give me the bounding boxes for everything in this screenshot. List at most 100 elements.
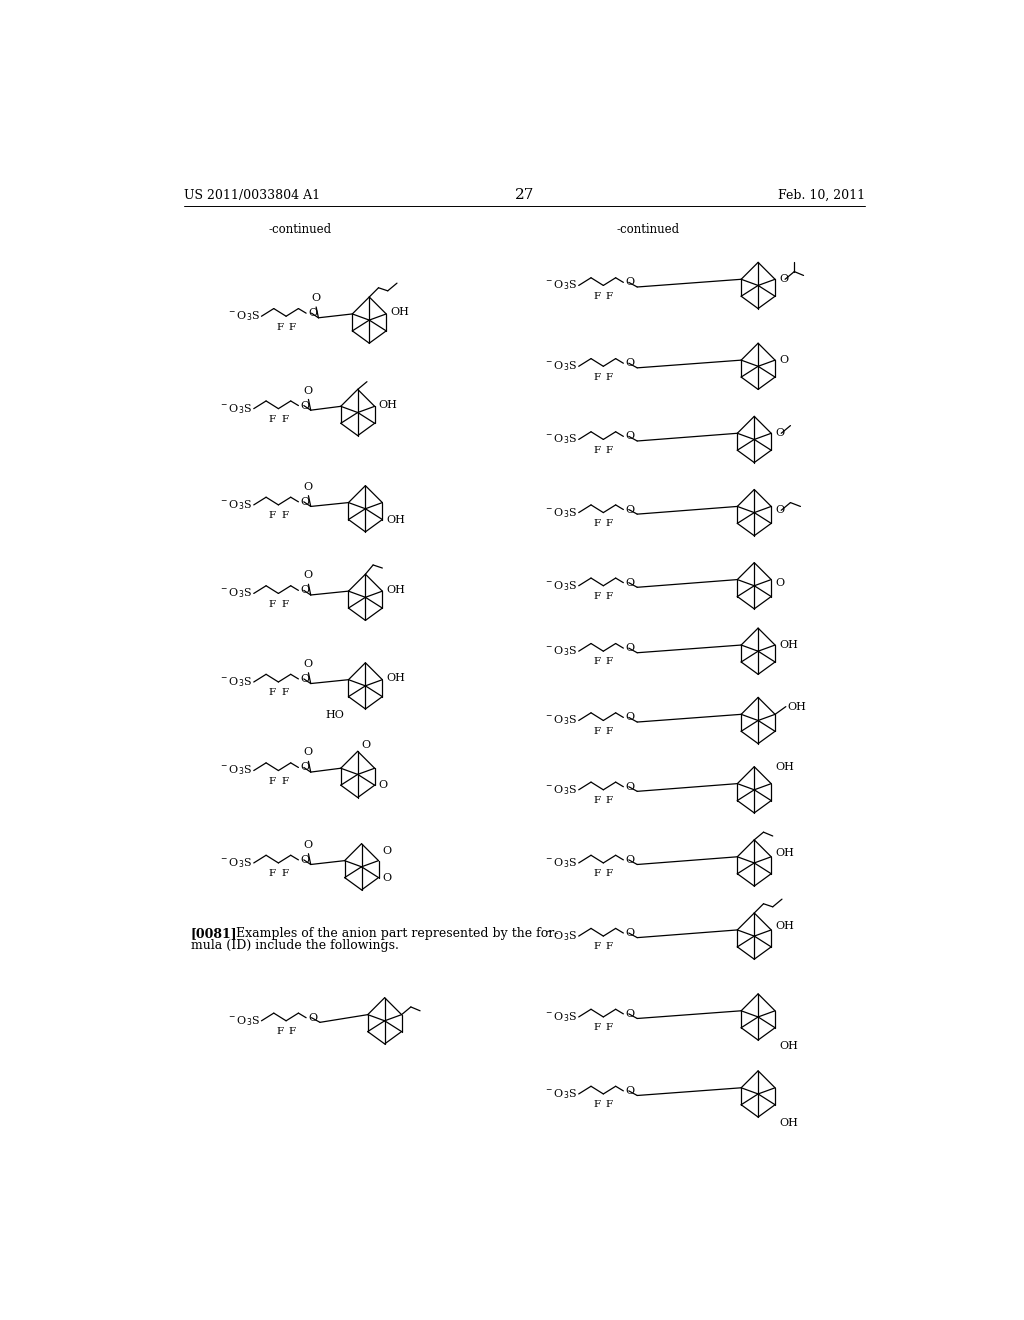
Text: O: O: [301, 855, 310, 865]
Text: OH: OH: [779, 1118, 798, 1129]
Text: -continued: -continued: [616, 223, 680, 236]
Text: F: F: [606, 870, 613, 878]
Text: OH: OH: [775, 921, 794, 931]
Text: OH: OH: [386, 673, 406, 684]
Text: 27: 27: [515, 189, 535, 202]
Text: -continued: -continued: [268, 223, 332, 236]
Text: F: F: [276, 322, 284, 331]
Text: F: F: [281, 688, 288, 697]
Text: $^-$O$_3$S: $^-$O$_3$S: [226, 309, 260, 323]
Text: O: O: [626, 432, 635, 441]
Text: OH: OH: [379, 400, 397, 409]
Text: $^-$O$_3$S: $^-$O$_3$S: [544, 857, 578, 870]
Text: F: F: [289, 322, 296, 331]
Text: $^-$O$_3$S: $^-$O$_3$S: [544, 359, 578, 374]
Text: US 2011/0033804 A1: US 2011/0033804 A1: [184, 189, 321, 202]
Text: O: O: [361, 741, 371, 750]
Text: O: O: [311, 293, 321, 304]
Text: O: O: [301, 675, 310, 684]
Text: F: F: [606, 519, 613, 528]
Text: F: F: [268, 511, 275, 520]
Text: F: F: [281, 599, 288, 609]
Text: $^-$O$_3$S: $^-$O$_3$S: [226, 1014, 260, 1028]
Text: O: O: [626, 928, 635, 939]
Text: $^-$O$_3$S: $^-$O$_3$S: [219, 586, 252, 601]
Text: F: F: [606, 942, 613, 952]
Text: F: F: [594, 657, 601, 667]
Text: $^-$O$_3$S: $^-$O$_3$S: [544, 1010, 578, 1024]
Text: F: F: [289, 1027, 296, 1036]
Text: OH: OH: [779, 640, 798, 649]
Text: O: O: [304, 385, 313, 396]
Text: F: F: [281, 414, 288, 424]
Text: mula (ID) include the followings.: mula (ID) include the followings.: [190, 940, 398, 952]
Text: O: O: [775, 578, 784, 589]
Text: $^-$O$_3$S: $^-$O$_3$S: [544, 783, 578, 797]
Text: O: O: [626, 855, 635, 865]
Text: Examples of the anion part represented by the for-: Examples of the anion part represented b…: [227, 927, 558, 940]
Text: F: F: [606, 657, 613, 667]
Text: F: F: [281, 777, 288, 785]
Text: O: O: [301, 496, 310, 507]
Text: F: F: [606, 292, 613, 301]
Text: Feb. 10, 2011: Feb. 10, 2011: [778, 189, 865, 202]
Text: F: F: [606, 1101, 613, 1109]
Text: $^-$O$_3$S: $^-$O$_3$S: [544, 579, 578, 593]
Text: HO: HO: [326, 710, 345, 721]
Text: $^-$O$_3$S: $^-$O$_3$S: [544, 929, 578, 942]
Text: O: O: [626, 1086, 635, 1096]
Text: F: F: [268, 414, 275, 424]
Text: O: O: [301, 763, 310, 772]
Text: O: O: [382, 873, 391, 883]
Text: F: F: [594, 593, 601, 601]
Text: O: O: [626, 578, 635, 587]
Text: OH: OH: [775, 847, 794, 858]
Text: O: O: [379, 780, 388, 791]
Text: $^-$O$_3$S: $^-$O$_3$S: [544, 279, 578, 292]
Text: F: F: [606, 1023, 613, 1032]
Text: F: F: [268, 599, 275, 609]
Text: O: O: [304, 747, 313, 758]
Text: O: O: [626, 1008, 635, 1019]
Text: F: F: [594, 1023, 601, 1032]
Text: O: O: [301, 400, 310, 411]
Text: O: O: [301, 585, 310, 595]
Text: F: F: [594, 870, 601, 878]
Text: O: O: [626, 504, 635, 515]
Text: F: F: [606, 593, 613, 601]
Text: O: O: [382, 846, 391, 857]
Text: OH: OH: [775, 762, 794, 772]
Text: F: F: [594, 519, 601, 528]
Text: F: F: [268, 777, 275, 785]
Text: F: F: [268, 688, 275, 697]
Text: OH: OH: [386, 585, 406, 594]
Text: O: O: [779, 355, 788, 366]
Text: F: F: [268, 870, 275, 878]
Text: O: O: [626, 713, 635, 722]
Text: O: O: [779, 275, 788, 284]
Text: F: F: [594, 727, 601, 735]
Text: F: F: [281, 870, 288, 878]
Text: $^-$O$_3$S: $^-$O$_3$S: [219, 764, 252, 777]
Text: F: F: [594, 1101, 601, 1109]
Text: F: F: [594, 796, 601, 805]
Text: O: O: [626, 358, 635, 368]
Text: F: F: [594, 446, 601, 454]
Text: O: O: [775, 428, 784, 438]
Text: O: O: [626, 277, 635, 288]
Text: $^-$O$_3$S: $^-$O$_3$S: [219, 498, 252, 512]
Text: F: F: [276, 1027, 284, 1036]
Text: O: O: [308, 1012, 317, 1023]
Text: O: O: [304, 840, 313, 850]
Text: F: F: [606, 372, 613, 381]
Text: F: F: [594, 292, 601, 301]
Text: O: O: [304, 570, 313, 581]
Text: O: O: [775, 506, 784, 515]
Text: $^-$O$_3$S: $^-$O$_3$S: [544, 714, 578, 727]
Text: O: O: [308, 308, 317, 318]
Text: $^-$O$_3$S: $^-$O$_3$S: [219, 401, 252, 416]
Text: $^-$O$_3$S: $^-$O$_3$S: [544, 644, 578, 659]
Text: F: F: [281, 511, 288, 520]
Text: $^-$O$_3$S: $^-$O$_3$S: [544, 506, 578, 520]
Text: $^-$O$_3$S: $^-$O$_3$S: [544, 433, 578, 446]
